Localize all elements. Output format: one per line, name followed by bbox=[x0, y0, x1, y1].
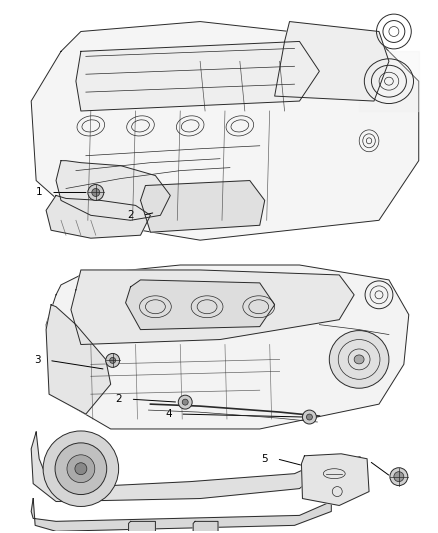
Circle shape bbox=[182, 399, 188, 405]
Text: 2: 2 bbox=[127, 211, 134, 220]
Polygon shape bbox=[31, 432, 329, 502]
Circle shape bbox=[307, 414, 312, 420]
Ellipse shape bbox=[329, 330, 389, 388]
Polygon shape bbox=[31, 21, 419, 240]
Circle shape bbox=[178, 395, 192, 409]
Text: 5: 5 bbox=[261, 454, 268, 464]
Circle shape bbox=[43, 431, 119, 506]
Text: 1: 1 bbox=[36, 188, 42, 197]
Polygon shape bbox=[46, 305, 111, 414]
Circle shape bbox=[110, 358, 116, 364]
Polygon shape bbox=[141, 181, 265, 232]
Polygon shape bbox=[129, 521, 155, 533]
Circle shape bbox=[55, 443, 107, 495]
Ellipse shape bbox=[354, 355, 364, 364]
Circle shape bbox=[303, 410, 316, 424]
Circle shape bbox=[67, 455, 95, 482]
Text: 6: 6 bbox=[354, 456, 360, 466]
Polygon shape bbox=[56, 160, 170, 220]
Polygon shape bbox=[46, 265, 409, 429]
Circle shape bbox=[390, 468, 408, 486]
Polygon shape bbox=[31, 498, 331, 531]
Text: 4: 4 bbox=[165, 409, 172, 419]
Circle shape bbox=[75, 463, 87, 475]
Circle shape bbox=[92, 189, 100, 197]
Polygon shape bbox=[46, 196, 150, 238]
Polygon shape bbox=[71, 270, 354, 344]
Text: 2: 2 bbox=[115, 394, 122, 404]
Polygon shape bbox=[76, 42, 319, 111]
Polygon shape bbox=[301, 454, 369, 505]
Polygon shape bbox=[275, 21, 389, 101]
Polygon shape bbox=[193, 521, 218, 533]
Text: 3: 3 bbox=[34, 356, 40, 366]
Polygon shape bbox=[126, 280, 275, 329]
Circle shape bbox=[394, 472, 404, 482]
Circle shape bbox=[88, 184, 104, 200]
Circle shape bbox=[106, 353, 120, 367]
